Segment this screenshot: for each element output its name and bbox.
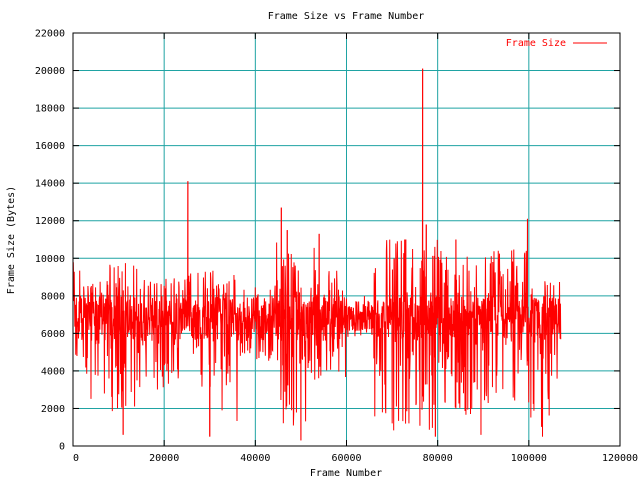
x-tick-label: 60000 [331, 453, 361, 464]
y-tick-label: 16000 [35, 141, 65, 152]
tick-labels: 0 2000 4000 6000 8000 10000 12000 14000 16000 180… [35, 29, 638, 465]
x-tick-label: 40000 [240, 453, 270, 464]
series-frame-size [72, 68, 562, 441]
y-tick-label: 20000 [35, 66, 65, 77]
x-tick-label: 100000 [511, 453, 547, 464]
y-tick-label: 0 [59, 442, 65, 453]
y-tick-label: 6000 [41, 329, 65, 340]
y-tick-label: 4000 [41, 366, 65, 377]
y-tick-label: 18000 [35, 104, 65, 115]
chart-title: Frame Size vs Frame Number [268, 11, 425, 22]
x-tick-label: 120000 [602, 453, 638, 464]
legend: Frame Size [506, 38, 607, 49]
x-tick-label: 80000 [423, 453, 453, 464]
x-tick-label: 0 [73, 453, 79, 464]
axis-ticks [72, 32, 621, 447]
y-tick-label: 14000 [35, 179, 65, 190]
y-tick-label: 22000 [35, 29, 65, 40]
x-tick-label: 20000 [149, 453, 179, 464]
y-tick-label: 10000 [35, 254, 65, 265]
y-tick-label: 8000 [41, 291, 65, 302]
y-axis-label: Frame Size (Bytes) [6, 186, 17, 294]
y-tick-label: 2000 [41, 404, 65, 415]
y-tick-label: 12000 [35, 216, 65, 227]
x-axis-label: Frame Number [310, 468, 382, 479]
legend-label: Frame Size [506, 38, 566, 49]
series-line-frame-size [72, 68, 562, 441]
